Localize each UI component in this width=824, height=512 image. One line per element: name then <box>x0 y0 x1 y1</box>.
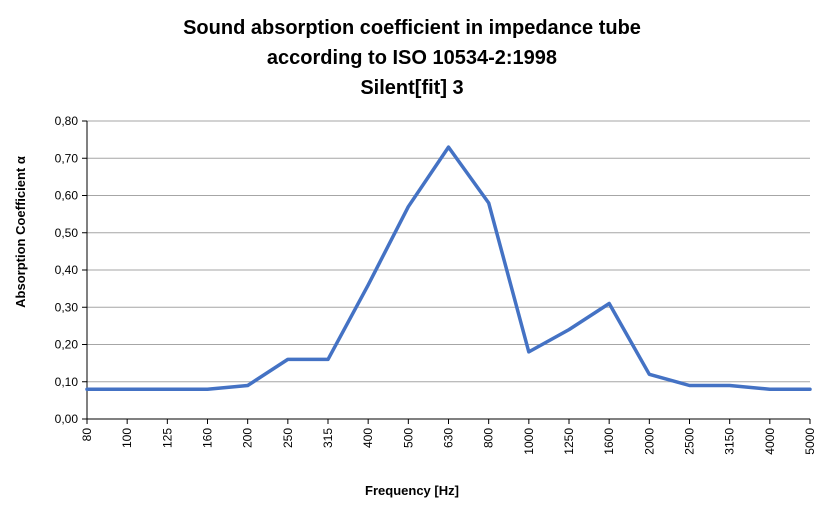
series-group <box>85 145 812 391</box>
data-point <box>689 384 690 386</box>
y-tick-label: 0,00 <box>55 412 79 426</box>
data-point <box>247 384 249 386</box>
y-tick-labels: 0,00 0,10 0,20 0,30 0,40 0,50 0,60 0,70 0,80 <box>55 114 79 426</box>
y-tick-label: 0,70 <box>55 151 79 165</box>
x-tick-label: 160 <box>201 428 215 448</box>
x-tick-label: 1600 <box>602 428 616 455</box>
x-tick-label: 125 <box>160 428 174 448</box>
data-point <box>448 146 449 148</box>
x-tick-label: 5000 <box>803 428 817 455</box>
x-tick-label: 2000 <box>642 428 656 455</box>
gridlines <box>87 120 810 383</box>
x-tick-label: 3150 <box>723 428 737 455</box>
data-point <box>809 388 811 390</box>
y-tick-label: 0,60 <box>55 189 79 203</box>
x-tick-label: 80 <box>80 428 94 442</box>
x-tick-label: 800 <box>482 428 496 448</box>
chart-title-line-3: Silent[fit] 3 <box>360 77 463 99</box>
y-tick-label: 0,20 <box>55 338 79 352</box>
x-tick-label: 100 <box>120 428 134 448</box>
data-point <box>166 388 168 390</box>
x-tick-label: 315 <box>321 428 335 448</box>
x-tick-label: 500 <box>401 428 415 448</box>
data-point <box>287 358 289 360</box>
chart-title-line-2: according to ISO 10534-2:1998 <box>267 47 557 69</box>
chart-title: Sound absorption coefficient in impedanc… <box>183 17 641 99</box>
x-tick-labels: 80 100 125 160 200 250 315 400 500 630 800 1000 1250… <box>80 428 817 455</box>
y-tick-label: 0,30 <box>55 300 79 314</box>
data-point <box>86 388 88 390</box>
data-point <box>407 206 409 208</box>
axes <box>82 120 811 424</box>
data-point <box>126 388 128 390</box>
x-tick-label: 1250 <box>562 428 576 455</box>
data-point <box>568 329 570 331</box>
data-point <box>729 384 731 386</box>
x-tick-label: 400 <box>361 428 375 448</box>
data-point <box>488 202 490 204</box>
data-point <box>648 373 650 375</box>
x-tick-label: 1000 <box>522 428 536 455</box>
y-axis-title: Absorption Coefficient α <box>13 156 28 308</box>
x-axis-title: Frequency [Hz] <box>365 483 459 498</box>
chart-title-line-1: Sound absorption coefficient in impedanc… <box>183 17 641 39</box>
x-tick-label: 4000 <box>763 428 777 455</box>
y-tick-label: 0,40 <box>55 263 79 277</box>
y-tick-label: 0,50 <box>55 226 79 240</box>
data-point <box>769 388 771 390</box>
y-tick-label: 0,80 <box>55 114 79 128</box>
x-tick-label: 630 <box>442 428 456 448</box>
x-tick-label: 200 <box>241 428 255 448</box>
data-point <box>608 303 610 305</box>
series-line <box>85 145 812 391</box>
x-tick-label: 2500 <box>683 428 697 455</box>
data-point <box>327 358 329 360</box>
data-point <box>207 388 208 390</box>
data-point <box>367 284 369 286</box>
data-point <box>528 351 530 353</box>
y-tick-label: 0,10 <box>55 375 79 389</box>
x-tick-label: 250 <box>281 428 295 448</box>
